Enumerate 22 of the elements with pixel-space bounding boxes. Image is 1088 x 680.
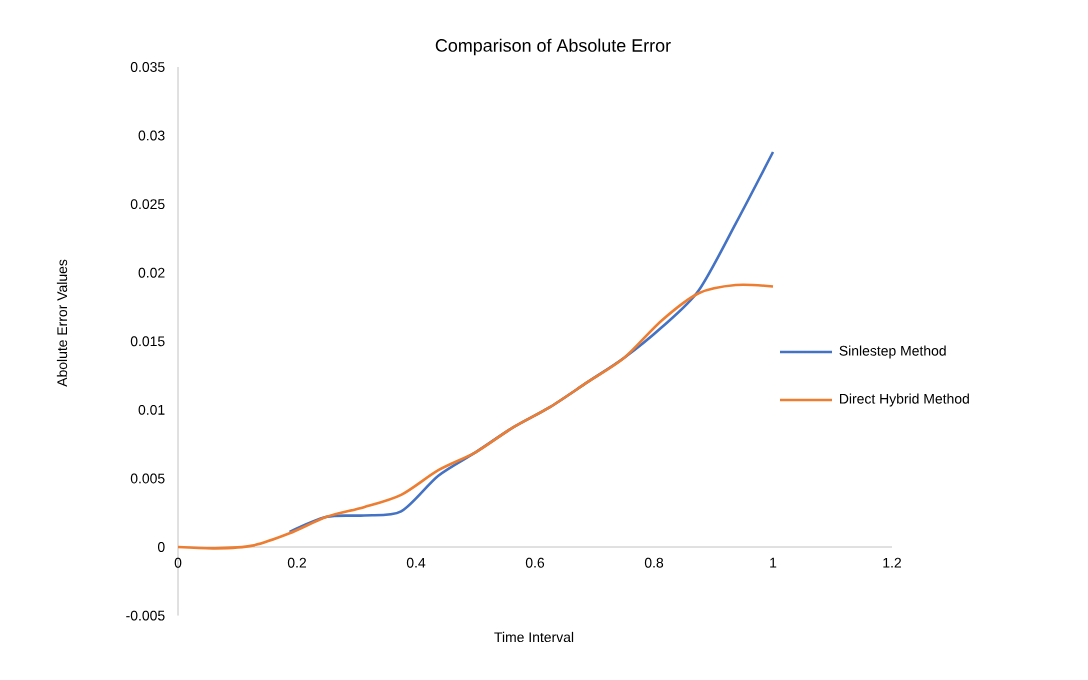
- x-tick-label: 0.4: [406, 557, 426, 568]
- x-tick-label: 0: [174, 557, 182, 568]
- y-tick-label: 0.025: [130, 199, 165, 210]
- y-tick-label: 0.015: [130, 336, 165, 347]
- y-axis-title: Abolute Error Values: [56, 259, 68, 387]
- y-tick-label: 0.03: [138, 130, 165, 141]
- y-tick-label: -0.005: [126, 610, 165, 621]
- y-tick-label: 0.035: [130, 62, 165, 72]
- y-tick-label: 0.005: [130, 473, 165, 484]
- x-tick-label: 0.6: [525, 557, 545, 568]
- line-series: [176, 283, 775, 550]
- legend-label: Direct Hybrid Method: [839, 393, 969, 407]
- x-axis-title: Time Interval: [494, 631, 574, 643]
- x-tick-label: 0.2: [287, 557, 307, 568]
- x-tick-label: 0.8: [644, 557, 664, 568]
- y-tick-label: 0.01: [138, 404, 165, 415]
- x-tick-label: 1.2: [883, 557, 902, 568]
- x-tick-label: 1: [770, 557, 777, 568]
- y-tick-label: 0.02: [138, 267, 165, 278]
- y-tick-label: 0: [157, 542, 165, 552]
- chart-title: Comparison of Absolute Error: [435, 38, 671, 56]
- legend-label: Sinlestep Method: [839, 345, 946, 359]
